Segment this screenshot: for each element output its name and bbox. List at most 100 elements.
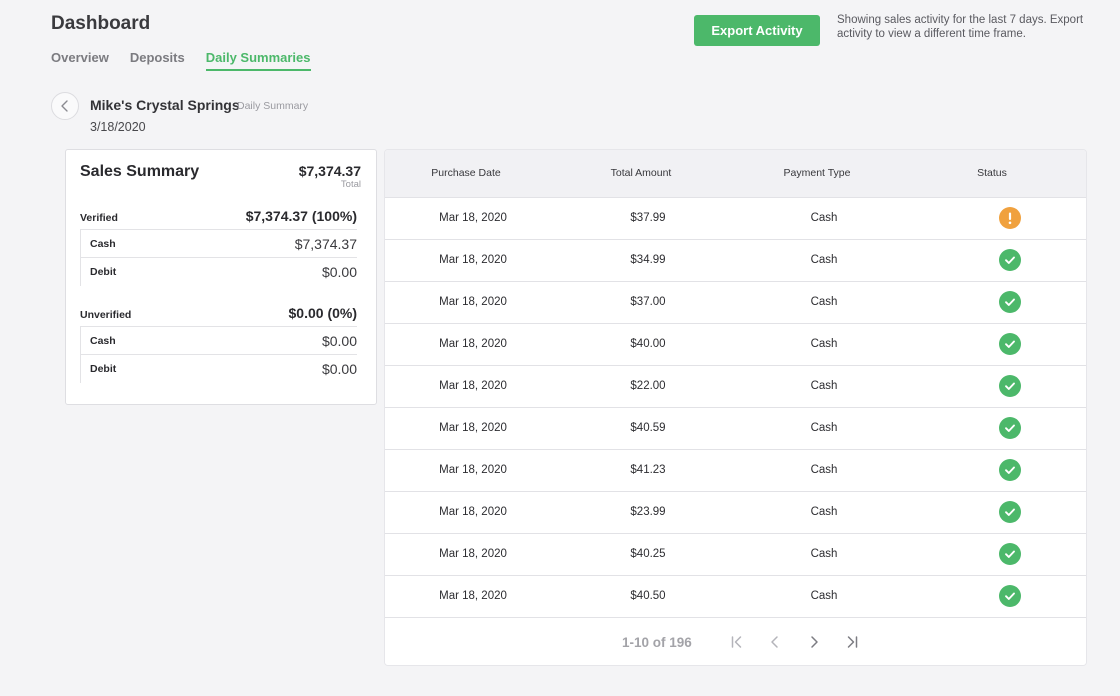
table-row[interactable]: Mar 18, 2020 $23.99 Cash [385,492,1086,534]
verified-cash-label: Cash [90,238,116,250]
sales-summary-card: Sales Summary $7,374.37 Total Verified $… [65,149,377,405]
verified-debit-row: Debit $0.00 [80,258,357,286]
previous-page-button[interactable] [766,633,784,651]
unverified-label: Unverified [80,309,132,321]
check-icon[interactable] [999,291,1021,313]
total-amount-cell: $37.99 [630,212,666,224]
last-page-icon [847,636,858,648]
payment-type-cell: Cash [810,380,838,392]
column-header-status[interactable]: Status [977,167,1007,179]
chevron-left-icon [771,636,778,648]
total-amount-cell: $40.50 [630,590,666,602]
table-row[interactable]: Mar 18, 2020 $34.99 Cash [385,240,1086,282]
payment-type-cell: Cash [810,506,838,518]
check-icon[interactable] [999,417,1021,439]
tab-daily-summaries[interactable]: Daily Summaries [205,50,311,71]
column-header-payment-type[interactable]: Payment Type [783,167,851,179]
total-amount-cell: $40.00 [630,338,666,350]
purchase-date-cell: Mar 18, 2020 [439,506,507,518]
verified-cash-value: $7,374.37 [294,236,357,252]
unverified-row: Unverified $0.00 (0%) [80,305,357,321]
store-subtitle: Daily Summary [237,100,309,112]
purchase-date-cell: Mar 18, 2020 [439,380,507,392]
check-icon[interactable] [999,459,1021,481]
tab-overview[interactable]: Overview [51,50,109,65]
back-button[interactable] [51,92,79,120]
check-icon[interactable] [999,543,1021,565]
payment-type-cell: Cash [810,254,838,266]
transactions-table: Purchase Date Total Amount Payment Type … [384,149,1087,666]
export-activity-button[interactable]: Export Activity [694,15,820,46]
total-amount-cell: $37.00 [630,296,666,308]
unverified-cash-value: $0.00 [321,333,357,349]
pagination: 1-10 of 196 [385,618,1086,665]
tab-bar: Overview Deposits Daily Summaries [51,50,332,71]
divider [80,257,357,258]
table-row[interactable]: Mar 18, 2020 $41.23 Cash [385,450,1086,492]
purchase-date-cell: Mar 18, 2020 [439,296,507,308]
column-header-purchase-date[interactable]: Purchase Date [431,167,501,179]
divider [80,354,357,355]
verified-debit-label: Debit [90,266,117,278]
purchase-date-cell: Mar 18, 2020 [439,548,507,560]
sales-total-label: Total [340,179,361,190]
verified-debit-value: $0.00 [321,264,357,280]
unverified-cash-label: Cash [90,335,116,347]
payment-type-cell: Cash [810,590,838,602]
chevron-left-icon [61,100,68,112]
purchase-date-cell: Mar 18, 2020 [439,590,507,602]
check-icon[interactable] [999,375,1021,397]
table-row[interactable]: Mar 18, 2020 $37.00 Cash [385,282,1086,324]
store-date: 3/18/2020 [90,120,146,134]
first-page-icon [731,636,742,648]
table-row[interactable]: Mar 18, 2020 $40.25 Cash [385,534,1086,576]
payment-type-cell: Cash [810,296,838,308]
divider [80,326,357,327]
total-amount-cell: $41.23 [630,464,666,476]
verified-cash-row: Cash $7,374.37 [80,230,357,258]
purchase-date-cell: Mar 18, 2020 [439,212,507,224]
purchase-date-cell: Mar 18, 2020 [439,254,507,266]
unverified-debit-label: Debit [90,363,117,375]
verified-row: Verified $7,374.37 (100%) [80,208,357,224]
total-amount-cell: $34.99 [630,254,666,266]
purchase-date-cell: Mar 18, 2020 [439,338,507,350]
check-icon[interactable] [999,585,1021,607]
table-row[interactable]: Mar 18, 2020 $37.99 Cash [385,198,1086,240]
verified-label: Verified [80,212,118,224]
payment-type-cell: Cash [810,422,838,434]
warning-icon[interactable] [999,207,1021,229]
total-amount-cell: $40.59 [630,422,666,434]
first-page-button[interactable] [728,633,746,651]
purchase-date-cell: Mar 18, 2020 [439,464,507,476]
check-icon[interactable] [999,249,1021,271]
page-title: Dashboard [51,13,151,34]
chevron-right-icon [811,636,818,648]
check-icon[interactable] [999,333,1021,355]
table-row[interactable]: Mar 18, 2020 $40.00 Cash [385,324,1086,366]
payment-type-cell: Cash [810,464,838,476]
payment-type-cell: Cash [810,212,838,224]
verified-value: $7,374.37 (100%) [245,208,357,224]
tab-deposits[interactable]: Deposits [129,50,185,65]
last-page-button[interactable] [843,633,861,651]
total-amount-cell: $40.25 [630,548,666,560]
divider [80,229,357,230]
next-page-button[interactable] [805,633,823,651]
payment-type-cell: Cash [810,338,838,350]
total-amount-cell: $23.99 [630,506,666,518]
total-amount-cell: $22.00 [630,380,666,392]
check-icon[interactable] [999,501,1021,523]
table-row[interactable]: Mar 18, 2020 $40.59 Cash [385,408,1086,450]
table-header: Purchase Date Total Amount Payment Type … [385,150,1086,198]
table-body: Mar 18, 2020 $37.99 Cash Mar 18, 2020 $3… [385,198,1086,618]
unverified-cash-row: Cash $0.00 [80,327,357,355]
table-row[interactable]: Mar 18, 2020 $22.00 Cash [385,366,1086,408]
unverified-value: $0.00 (0%) [288,305,357,321]
table-row[interactable]: Mar 18, 2020 $40.50 Cash [385,576,1086,618]
sales-summary-title: Sales Summary [80,163,200,180]
unverified-debit-row: Debit $0.00 [80,355,357,383]
purchase-date-cell: Mar 18, 2020 [439,422,507,434]
column-header-total-amount[interactable]: Total Amount [610,167,672,179]
unverified-debit-value: $0.00 [321,361,357,377]
